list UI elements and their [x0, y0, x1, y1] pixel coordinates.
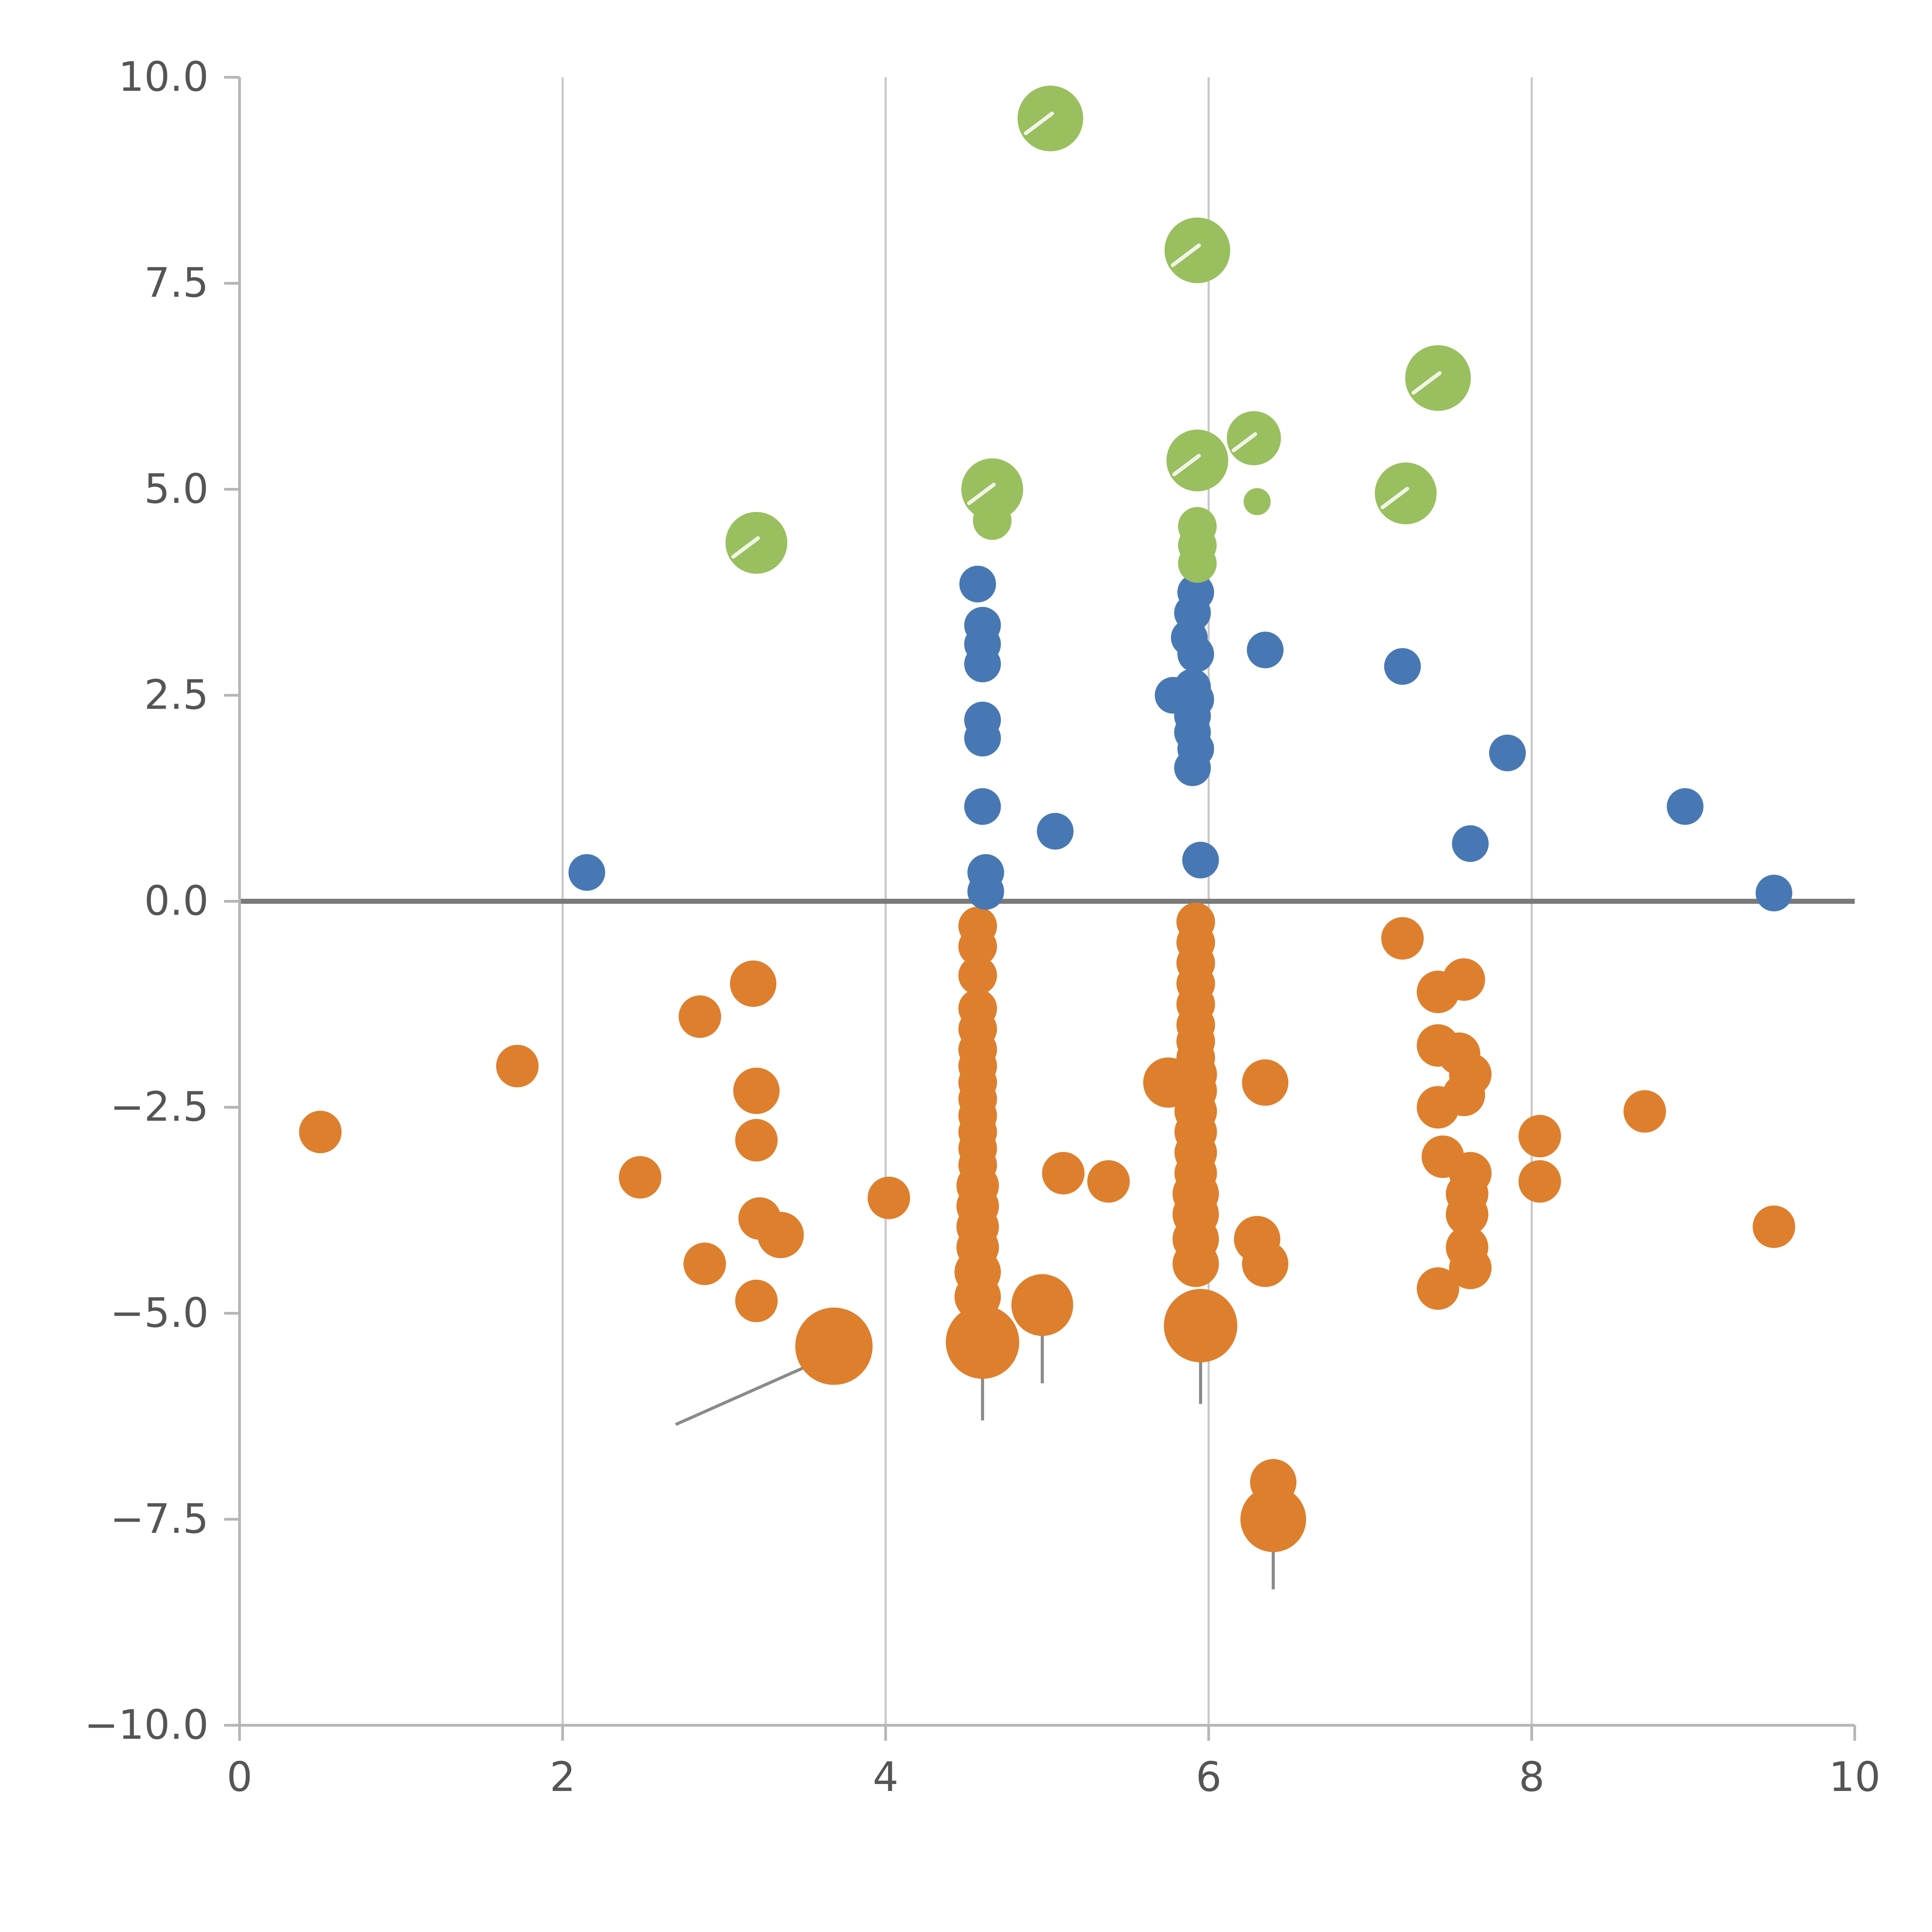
y-tick-label: 7.5 [144, 259, 209, 306]
data-point-orange [867, 1177, 910, 1219]
data-point-blue [1182, 842, 1219, 879]
data-point-green [961, 458, 1023, 520]
data-point-orange [1518, 1115, 1561, 1158]
data-point-orange [1518, 1160, 1561, 1203]
data-point-blue [1177, 636, 1214, 673]
data-point-green [1227, 411, 1281, 466]
data-point-blue [964, 719, 1001, 757]
bubble-highlight [1172, 454, 1201, 476]
y-tick-label: −2.5 [110, 1083, 209, 1131]
data-point-orange [1442, 1073, 1485, 1116]
bubble-highlight [1411, 371, 1442, 395]
data-point-orange [730, 960, 777, 1007]
bubble-highlight [1231, 432, 1257, 452]
bubble-highlight [731, 536, 760, 559]
data-point-orange [795, 1308, 873, 1385]
data-point-blue [964, 645, 1001, 682]
data-point-orange [946, 1305, 1019, 1379]
data-point-orange [1087, 1160, 1130, 1203]
x-tick-label: 6 [1196, 1753, 1222, 1801]
y-tick-label: −7.5 [110, 1495, 209, 1543]
bubble-highlight [967, 483, 996, 505]
data-point-orange [1011, 1274, 1073, 1336]
data-point-blue [1247, 631, 1284, 668]
data-point-orange [1446, 1193, 1488, 1236]
data-point-orange [757, 1212, 804, 1259]
data-point-orange [1172, 1240, 1219, 1287]
data-point-blue [568, 854, 605, 891]
data-point-blue [1384, 648, 1421, 685]
x-tick-label: 10 [1829, 1753, 1881, 1801]
data-point-orange [1242, 1240, 1289, 1287]
data-point-blue [964, 788, 1001, 825]
y-tick-label: −10.0 [84, 1701, 209, 1748]
x-tick-label: 8 [1519, 1753, 1545, 1801]
data-point-orange [735, 1119, 778, 1162]
data-point-orange [683, 1242, 726, 1285]
data-point-blue [1037, 813, 1074, 850]
data-point-green [973, 501, 1012, 540]
y-tick-label: 10.0 [118, 53, 209, 100]
y-tick-label: −5.0 [110, 1289, 209, 1337]
data-point-blue [967, 873, 1004, 910]
data-point-orange [958, 956, 997, 995]
data-point-green [1405, 345, 1471, 411]
data-point-blue [1489, 735, 1526, 772]
bubble-highlight [1380, 486, 1409, 509]
data-point-blue [1174, 749, 1211, 786]
data-point-green [1374, 462, 1437, 524]
data-point-blue [1755, 874, 1793, 912]
data-point-orange [1417, 1267, 1459, 1310]
data-point-orange [1381, 917, 1424, 960]
data-point-green [1166, 429, 1228, 492]
x-tick-label: 2 [550, 1753, 576, 1801]
data-point-orange [299, 1111, 342, 1153]
data-point-orange [679, 995, 721, 1038]
data-point-orange [1623, 1090, 1666, 1133]
y-tick-label: 0.0 [144, 878, 209, 925]
data-point-orange [496, 1045, 539, 1087]
data-point-green [1243, 488, 1271, 515]
bubble-highlight [1024, 111, 1054, 135]
data-point-orange [1240, 1486, 1306, 1552]
x-tick-label: 4 [873, 1753, 899, 1801]
data-point-orange [1753, 1205, 1795, 1248]
data-point-green [725, 512, 787, 574]
data-point-blue [1667, 788, 1704, 825]
annotation-segment [675, 1357, 825, 1426]
data-point-blue [959, 565, 996, 602]
x-tick-label: 0 [227, 1753, 253, 1801]
data-point-orange [733, 1067, 780, 1114]
data-point-green [1017, 85, 1083, 151]
y-tick-label: 5.0 [144, 465, 209, 512]
data-point-orange [1442, 958, 1485, 1001]
data-point-green [1164, 217, 1230, 283]
data-point-orange [735, 1279, 778, 1322]
y-tick-label: 2.5 [144, 671, 209, 718]
data-point-orange [619, 1156, 662, 1199]
data-point-orange [1449, 1247, 1492, 1289]
data-point-green [1178, 544, 1217, 583]
bubble-highlight [1170, 243, 1201, 267]
data-point-orange [958, 927, 997, 966]
data-point-orange [1242, 1059, 1289, 1106]
data-point-orange [1164, 1289, 1238, 1362]
data-point-blue [1452, 825, 1489, 862]
data-point-orange [1042, 1152, 1085, 1195]
